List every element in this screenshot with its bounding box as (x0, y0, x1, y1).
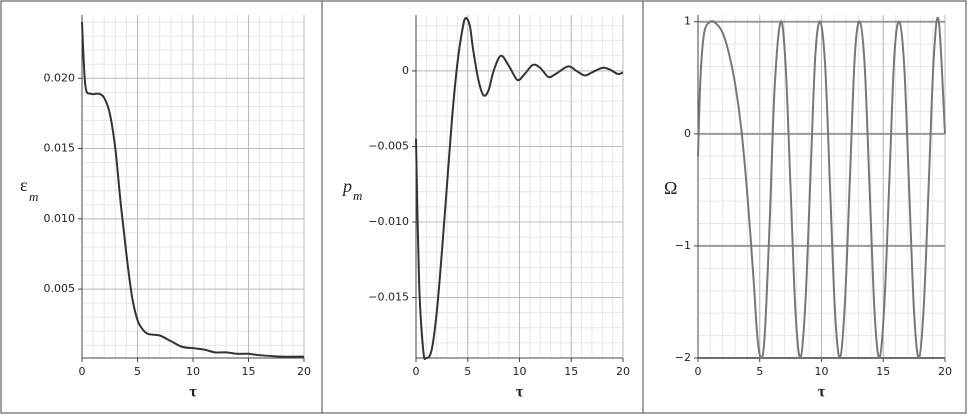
y-tick-label: 0.010 (44, 212, 76, 225)
y-tick-label: 0.005 (44, 282, 76, 295)
x-tick-label: 5 (464, 365, 471, 378)
y-tick-label: −0.010 (368, 215, 409, 228)
y-axis-label: Ω (664, 178, 677, 198)
curve (81, 21, 305, 358)
x-axis-label: τ (818, 384, 826, 401)
y-tick-label: −0.015 (368, 291, 409, 304)
x-tick-label: 5 (756, 365, 763, 378)
panel: 0 5 10 15 20 −0.015 −0.010 −0.005 0 τ p m (341, 15, 630, 401)
y-tick-label: −0.005 (368, 139, 409, 152)
y-tick-label: −1 (675, 239, 691, 252)
y-axis-label: p (341, 176, 352, 196)
curve (697, 16, 946, 360)
x-tick-label: 5 (134, 365, 141, 378)
y-tick-label: 1 (684, 15, 691, 28)
x-tick-label: 20 (616, 365, 630, 378)
y-tick-label: 0.015 (44, 142, 76, 155)
y-tick-label: 0 (402, 64, 409, 77)
x-tick-label: 10 (815, 365, 829, 378)
x-axis-label: τ (516, 384, 524, 401)
y-tick-label: 0.020 (44, 71, 76, 84)
x-tick-label: 20 (938, 365, 952, 378)
x-tick-label: 20 (297, 365, 311, 378)
panel: 0 5 10 15 20 0.005 0.010 0.015 0.020 τ εm (20, 15, 311, 401)
y-axis-label-sub: m (29, 189, 38, 204)
x-tick-label: 0 (79, 365, 86, 378)
y-tick-label: 0 (684, 127, 691, 140)
x-tick-label: 15 (242, 365, 256, 378)
curve (415, 16, 624, 360)
y-axis-label: ε (20, 175, 28, 195)
y-tick-label: −2 (675, 351, 691, 364)
x-tick-label: 10 (186, 365, 200, 378)
x-tick-label: 15 (876, 365, 890, 378)
y-axis-label-sub: m (353, 188, 362, 203)
panel: 0 5 10 15 20 −2 −1 0 1 τ Ω (664, 15, 952, 401)
x-tick-label: 0 (695, 365, 702, 378)
x-tick-label: 10 (513, 365, 527, 378)
x-tick-label: 0 (413, 365, 420, 378)
x-axis-label: τ (189, 384, 197, 401)
x-tick-label: 15 (564, 365, 578, 378)
